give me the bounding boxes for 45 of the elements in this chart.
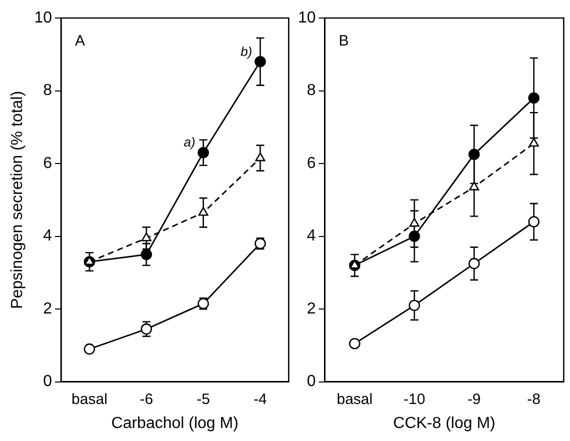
y-tick-label: 6 [306,154,316,172]
y-tick-label: 2 [306,300,316,318]
y-tick-label: 6 [43,154,52,172]
y-tick-label: 10 [298,9,316,26]
point [468,148,480,160]
point [528,216,540,228]
y-tick-label: 0 [306,373,316,390]
annotation: A [74,32,86,50]
point [469,182,480,190]
point [409,218,420,227]
y-tick-label: 8 [306,82,316,100]
y-tick-label: 8 [43,82,52,100]
y-tick-label: 4 [306,228,316,245]
point [198,206,208,216]
x-tick-label: -9 [467,390,481,408]
y-tick-label: 2 [43,300,52,318]
annotation: b) [240,44,252,59]
x-tick-label: basal [72,390,108,408]
point [408,300,420,312]
annotation: a) [184,134,196,150]
y-tick-label: 0 [43,373,52,390]
point [255,152,266,162]
point [468,258,480,270]
point [349,338,360,350]
x-axis-title: Carbachol (log M) [111,414,238,432]
y-tick-label: 10 [34,9,52,26]
point [528,138,539,147]
annotation: B [338,32,349,50]
x-axis-title: CCK-8 (log M) [393,414,496,432]
point [198,146,209,158]
point [528,92,540,104]
y-tick-label: 4 [43,228,52,245]
x-tick-label: -5 [196,390,210,408]
x-tick-label: -4 [254,390,267,408]
point [408,230,420,242]
y-axis-title: Pepsinogen secretion (% total) [9,90,26,309]
point [254,56,266,68]
x-tick-label: basal [336,390,373,408]
x-tick-label: -6 [140,390,154,408]
point [84,343,96,355]
point [350,260,360,269]
point [140,248,152,260]
x-tick-label: -10 [404,390,426,408]
point [141,232,152,242]
x-tick-label: -8 [527,390,541,408]
